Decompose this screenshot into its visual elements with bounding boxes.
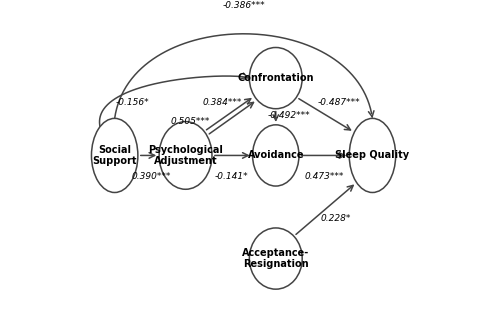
Ellipse shape [159,121,212,189]
Text: Confrontation: Confrontation [238,73,314,83]
Text: -0.492***: -0.492*** [268,111,310,120]
Text: 0.473***: 0.473*** [304,172,344,181]
Text: -0.487***: -0.487*** [318,98,360,107]
Text: Avoidance: Avoidance [248,151,304,161]
Text: Social
Support: Social Support [92,145,137,166]
Text: 0.384***: 0.384*** [203,98,242,107]
Text: 0.390***: 0.390*** [131,172,170,181]
Ellipse shape [92,119,138,193]
Text: -0.156*: -0.156* [116,98,149,107]
Text: 0.505***: 0.505*** [170,117,210,126]
Ellipse shape [250,47,302,109]
Text: -0.386***: -0.386*** [222,1,265,10]
Text: Psychological
Adjustment: Psychological Adjustment [148,145,223,166]
Ellipse shape [349,119,396,193]
Text: -0.141*: -0.141* [214,172,248,181]
Ellipse shape [250,228,302,289]
Ellipse shape [252,125,299,186]
Text: Acceptance-
Resignation: Acceptance- Resignation [242,248,310,269]
Text: Sleep Quality: Sleep Quality [336,151,409,161]
Text: 0.228*: 0.228* [320,214,350,223]
